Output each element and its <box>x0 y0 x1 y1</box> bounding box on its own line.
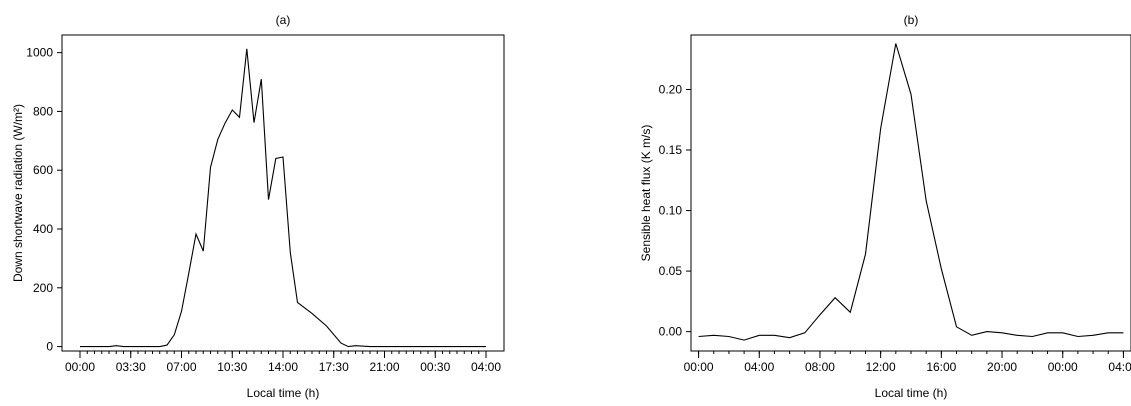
panel-a-y-tick-label: 800 <box>33 104 53 118</box>
panel-a-y-axis-label: Down shortwave radiation (W/m²) <box>11 104 25 282</box>
panel-a-x-tick-label: 14:00 <box>268 360 298 374</box>
panel-b-series-line <box>698 43 1124 341</box>
panel-b-x-axis-label: Local time (h) <box>875 386 948 400</box>
panel-a-title: (a) <box>276 13 291 27</box>
panel-a-x-ticks: 00:00 03:30 07:00 10:30 14:00 17:30 21:00 00:30… <box>65 351 501 374</box>
panel-a-x-axis-label: Local time (h) <box>247 386 320 400</box>
panel-b-x-tick-label: 16:00 <box>926 360 956 374</box>
panel-a-x-tick-label: 07:00 <box>166 360 196 374</box>
panel-a-x-tick-label: 10:30 <box>217 360 247 374</box>
panel-b-y-tick-label: 0.00 <box>659 325 683 339</box>
panel-b-x-tick-label: 08:00 <box>805 360 835 374</box>
panel-b-y-axis-label: Sensible heat flux (K m/s) <box>639 125 653 262</box>
panel-b: (b) 0.00 0.05 0.10 0.15 0.20 00:00 04:00 08:00… <box>639 13 1131 400</box>
panel-a-plot-frame <box>61 34 505 352</box>
panel-b-plot-frame <box>690 34 1131 352</box>
panel-b-series <box>698 43 1124 341</box>
panel-b-y-tick-label: 0.15 <box>659 143 683 157</box>
panel-a-y-tick-label: 400 <box>33 222 53 236</box>
panel-b-x-ticks: 00:00 04:00 08:00 12:00 16:00 20:00 00:00 04:00 <box>684 351 1131 374</box>
panel-a-x-tick-label: 17:30 <box>319 360 349 374</box>
panel-a-y-tick-label: 1000 <box>26 46 53 60</box>
panel-a-series <box>80 48 486 348</box>
panel-a-x-tick-label: 00:30 <box>420 360 450 374</box>
panel-a: (a) 0 200 400 600 800 1000 00:00 03:30 07:00 10:… <box>11 13 505 400</box>
panel-b-y-tick-label: 0.20 <box>659 82 683 96</box>
panel-a-y-ticks: 0 200 400 600 800 1000 <box>26 46 62 354</box>
panel-b-y-tick-label: 0.10 <box>659 204 683 218</box>
panel-b-y-ticks: 0.00 0.05 0.10 0.15 0.20 <box>659 82 691 339</box>
panel-b-x-tick-label: 04:00 <box>744 360 774 374</box>
panel-b-y-tick-label: 0.05 <box>659 264 683 278</box>
panel-b-title: (b) <box>904 13 919 27</box>
panel-a-y-tick-label: 600 <box>33 163 53 177</box>
panel-a-x-tick-label: 21:00 <box>369 360 399 374</box>
panel-a-series-line <box>80 48 486 348</box>
panel-b-x-tick-label: 20:00 <box>987 360 1017 374</box>
panel-a-x-tick-label: 04:00 <box>471 360 501 374</box>
panel-a-x-tick-label: 00:00 <box>65 360 95 374</box>
panel-a-x-tick-label: 03:30 <box>116 360 146 374</box>
panel-a-y-tick-label: 200 <box>33 281 53 295</box>
panel-b-x-tick-label: 00:00 <box>684 360 714 374</box>
panel-b-x-tick-label: 00:00 <box>1048 360 1078 374</box>
panel-a-y-tick-label: 0 <box>46 340 53 354</box>
panel-b-x-tick-label: 04:00 <box>1108 360 1131 374</box>
panel-b-x-tick-label: 12:00 <box>866 360 896 374</box>
